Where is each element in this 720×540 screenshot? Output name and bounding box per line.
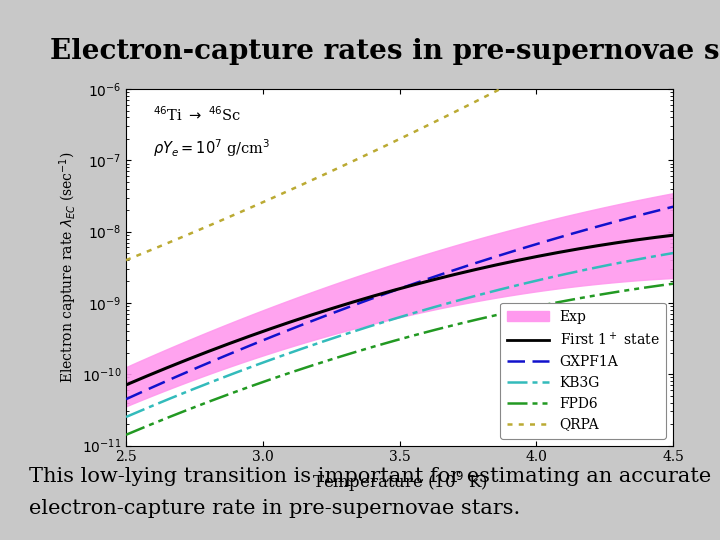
Legend: Exp, First 1$^+$ state, GXPF1A, KB3G, FPD6, QRPA: Exp, First 1$^+$ state, GXPF1A, KB3G, FP…: [500, 302, 666, 438]
Text: $\rho Y_e = 10^7$ g/cm$^3$: $\rho Y_e = 10^7$ g/cm$^3$: [153, 137, 271, 159]
Text: electron-capture rate in pre-supernovae stars.: electron-capture rate in pre-supernovae …: [29, 500, 520, 518]
Y-axis label: Electron capture rate $\lambda_{EC}$ (sec$^{-1}$): Electron capture rate $\lambda_{EC}$ (se…: [57, 151, 78, 383]
Text: This low-lying transition is important for estimating an accurate: This low-lying transition is important f…: [29, 467, 711, 486]
X-axis label: Temperature (10$^9$ K): Temperature (10$^9$ K): [312, 470, 487, 494]
Text: Electron-capture rates in pre-supernovae star: Electron-capture rates in pre-supernovae…: [50, 38, 720, 65]
Text: $^{46}$Ti $\rightarrow$ $^{46}$Sc: $^{46}$Ti $\rightarrow$ $^{46}$Sc: [153, 105, 242, 124]
